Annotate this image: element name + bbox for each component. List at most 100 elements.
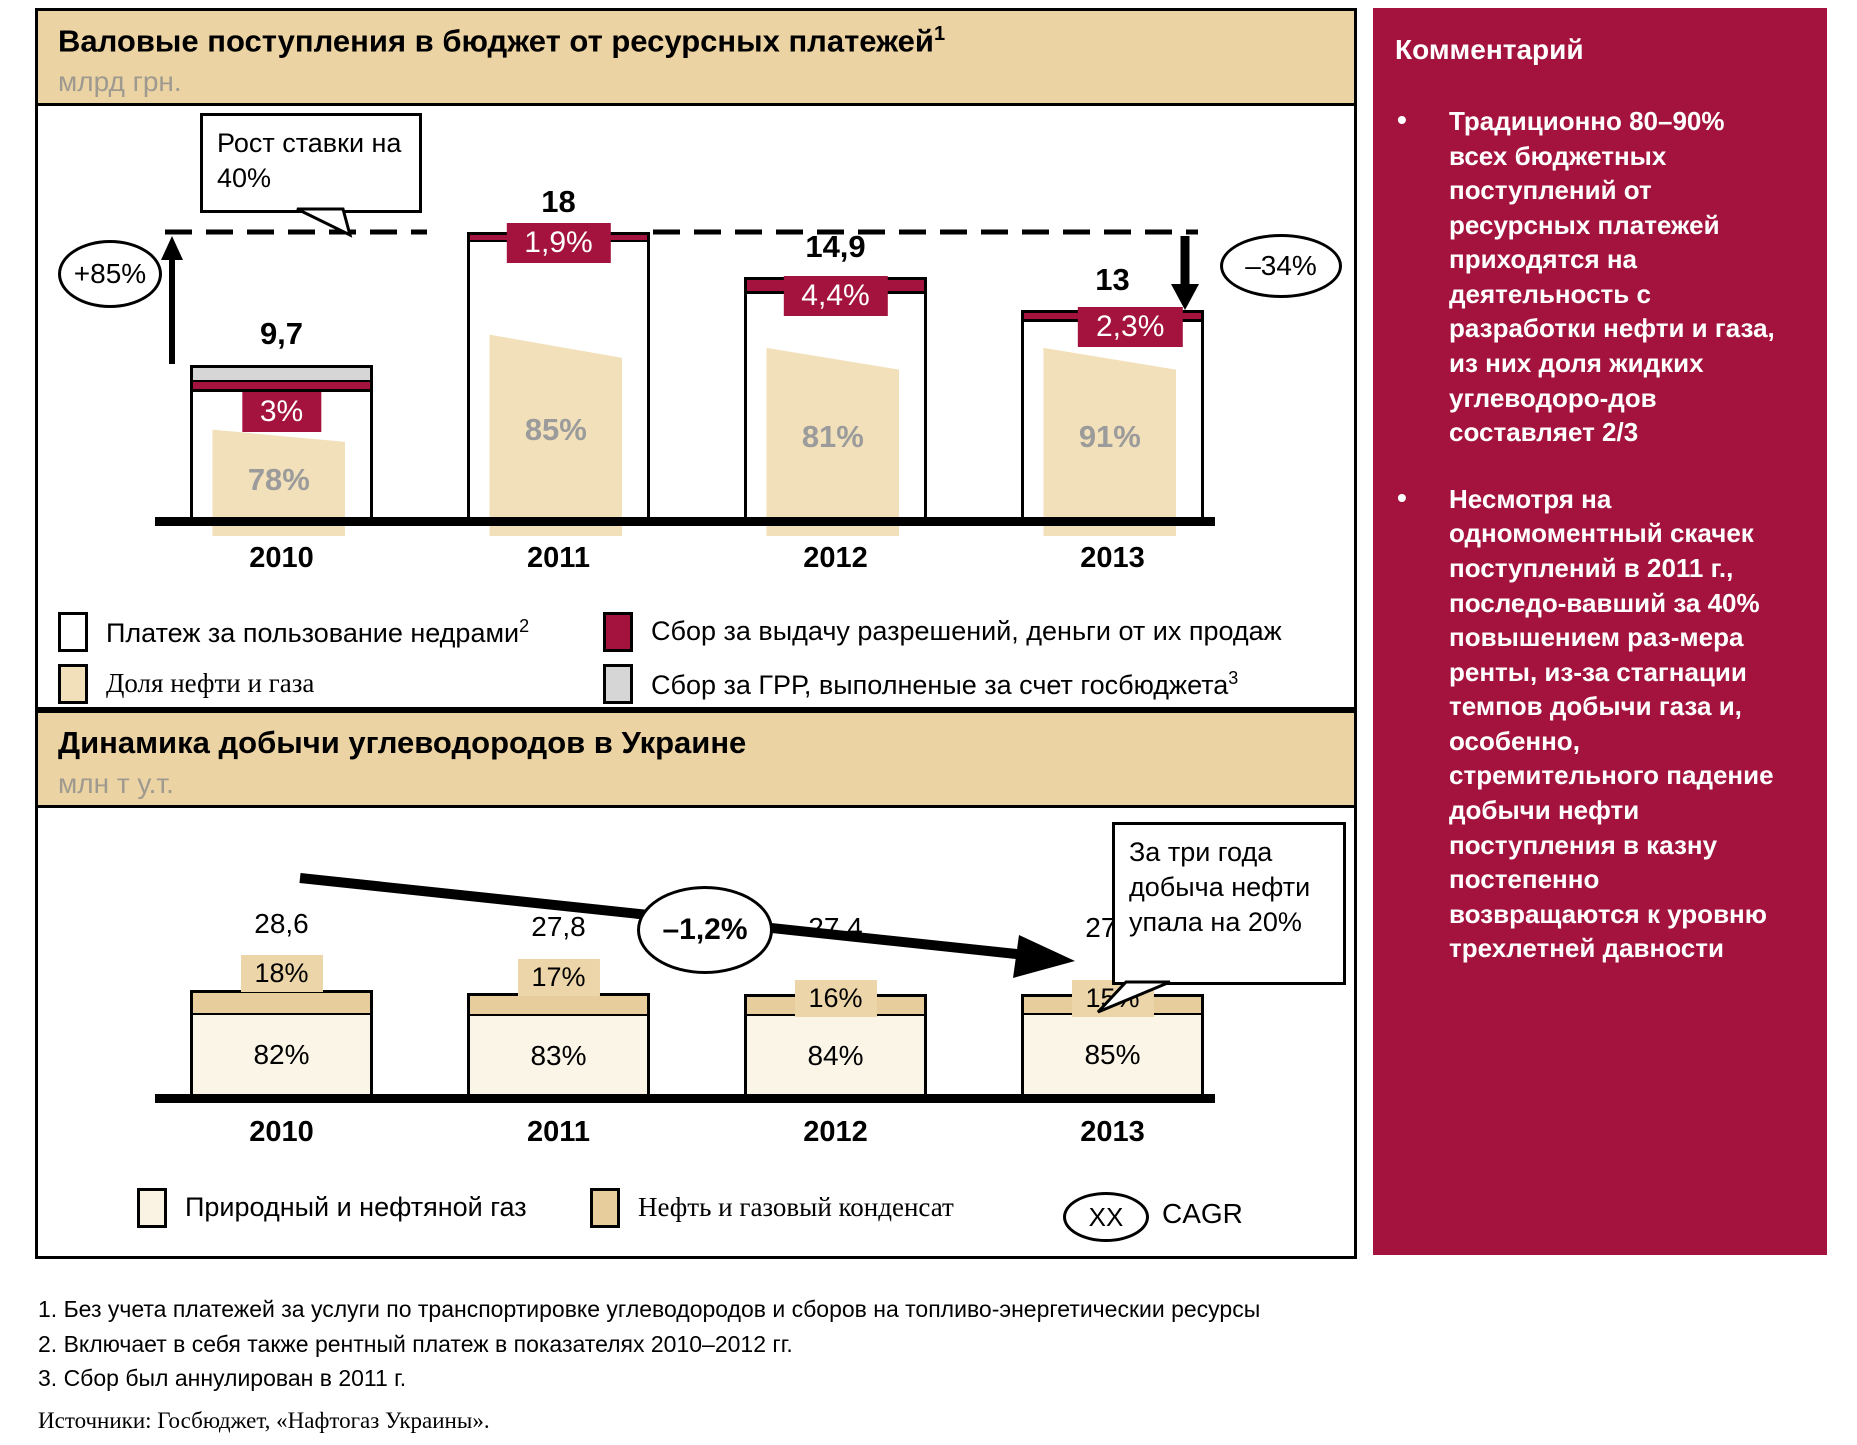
- chart1-title: Валовые поступления в бюджет от ресурсны…: [58, 23, 945, 59]
- chart2-oil-segment: [193, 993, 370, 1015]
- chart1-grr-segment: [193, 368, 370, 382]
- chart2-gas-segment: 82%: [193, 1015, 370, 1095]
- footnotes: 1. Без учета платежей за услуги по транс…: [38, 1292, 1260, 1396]
- chart2-gas-segment: 83%: [470, 1016, 647, 1095]
- legend-item-permits-fee: Сбор за выдачу разрешений, деньги от их …: [603, 612, 1282, 652]
- legend-item-natural-gas: Природный и нефтяной газ: [137, 1188, 527, 1228]
- legend-label-text: Нефть и газовый конденсат: [638, 1192, 954, 1222]
- chart1-oilgas-share: 81%: [766, 347, 900, 536]
- chart1-year-label: 2012: [803, 542, 868, 574]
- chart1-permits-label: 1,9%: [506, 223, 611, 263]
- comment-bullet: • Несмотря на одномоментный скачек посту…: [1395, 482, 1801, 966]
- comment-sidebar: Комментарий • Традиционно 80–90% всех бю…: [1373, 8, 1827, 1255]
- chart1-bar-2010: 78% 3%: [190, 365, 373, 536]
- comment-bullet-text: Традиционно 80–90% всех бюджетных поступ…: [1449, 106, 1775, 448]
- chart2-bar-total: 27,4: [808, 912, 863, 943]
- chart2-gas-label: 85%: [1084, 1039, 1141, 1070]
- chart1-oilgas-share-label: 91%: [1078, 419, 1141, 454]
- legend-label-text: Доля нефти и газа: [106, 668, 315, 698]
- chart1-x-axis: [155, 517, 1215, 526]
- chart2-header: Динамика добычи углеводородов в Украине …: [38, 713, 1354, 808]
- chart2-year-label: 2013: [1080, 1116, 1145, 1148]
- legend-label: Сбор за ГРР, выполненые за счет госбюдже…: [651, 664, 1238, 701]
- chart1-oilgas-share: 85%: [489, 334, 623, 536]
- legend-footnote-marker: 2: [519, 616, 530, 636]
- chart2-gas-label: 83%: [530, 1039, 587, 1071]
- chart1-decline-oval: –34%: [1220, 234, 1342, 298]
- chart1-title-text: Валовые поступления в бюджет от ресурсны…: [58, 23, 934, 59]
- comment-title: Комментарий: [1395, 34, 1584, 65]
- chart1-permits-segment: [193, 382, 370, 392]
- chart2-title: Динамика добычи углеводородов в Украине: [58, 725, 747, 760]
- chart1-bar-total: 13: [1095, 262, 1130, 297]
- sources-text: Госбюджет, «Нафтогаз Украины».: [151, 1408, 490, 1433]
- chart2-callout: За три года добыча нефти упала на 20%: [1112, 822, 1346, 985]
- chart2-year-label: 2011: [527, 1116, 590, 1148]
- chart1-year-label: 2011: [527, 542, 590, 574]
- legend-label: Природный и нефтяной газ: [185, 1188, 527, 1223]
- legend-label: Платеж за пользование недрами2: [106, 612, 529, 649]
- chart2-cagr-oval: –1,2%: [637, 886, 773, 974]
- legend-item-grr-fee: Сбор за ГРР, выполненые за счет госбюдже…: [603, 664, 1238, 704]
- chart2-bar-2011: 83% 17%: [467, 959, 650, 1098]
- cagr-legend-oval: XX: [1063, 1192, 1149, 1242]
- chart1-year-label: 2013: [1080, 542, 1145, 574]
- chart2-bar-2010: 82% 18%: [190, 955, 373, 1098]
- legend-item-oil-condensate: Нефть и газовый конденсат: [590, 1188, 954, 1228]
- chart1-permits-label: 3%: [241, 392, 322, 432]
- legend-label-text: Сбор за ГРР, выполненые за счет госбюдже…: [651, 670, 1229, 700]
- chart1-permits-label: 4,4%: [783, 276, 888, 316]
- chart1-oilgas-share-label: 78%: [247, 462, 310, 497]
- beige-swatch: [58, 664, 88, 704]
- chart1-bar-total: 9,7: [259, 316, 304, 351]
- chart1-oilgas-share-label: 85%: [524, 412, 587, 447]
- chart1-bar-2012: 81% 4,4%: [744, 276, 927, 536]
- legend-label: Нефть и газовый конденсат: [638, 1188, 954, 1223]
- chart1-bar-2013: 91% 2,3%: [1021, 307, 1204, 536]
- chart2-year-label: 2012: [803, 1116, 868, 1148]
- sources-line: Источники: Госбюджет, «Нафтогаз Украины»…: [38, 1408, 490, 1434]
- legend-item-oilgas-share: Доля нефти и газа: [58, 664, 314, 704]
- chart2-oil-label: 15%: [1071, 980, 1154, 1017]
- legend-footnote-marker: 3: [1228, 668, 1239, 688]
- chart2-oil-label: 16%: [794, 980, 877, 1017]
- chart2-year-label: 2010: [249, 1116, 314, 1148]
- chart2-gas-segment: 84%: [747, 1016, 924, 1095]
- legend-label-text: Платеж за пользование недрами: [106, 618, 520, 648]
- chart1-growth-oval: +85%: [58, 240, 162, 308]
- footnote-2: 2. Включает в себя также рентный платеж …: [38, 1330, 793, 1357]
- chart2-oil-label: 17%: [517, 959, 600, 996]
- chart1-oilgas-share: 91%: [1043, 347, 1177, 536]
- chart2-bar-2013: 85% 15%: [1021, 980, 1204, 1098]
- chart2-bar-total: 28,6: [254, 908, 309, 939]
- chart2-unit: млн т у.т.: [58, 768, 174, 799]
- chart2-bar-2012: 84% 16%: [744, 980, 927, 1098]
- gray-swatch: [603, 664, 633, 704]
- comment-bullet-text: Несмотря на одномоментный скачек поступл…: [1449, 483, 1774, 964]
- legend-item-subsoil-payment: Платеж за пользование недрами2: [58, 612, 529, 652]
- footnote-1: 1. Без учета платежей за услуги по транс…: [38, 1296, 1261, 1322]
- chart1-unit: млрд грн.: [58, 66, 182, 97]
- chart1-title-footnote-marker: 1: [933, 23, 946, 45]
- tan-swatch: [590, 1188, 620, 1228]
- chart1-permits-label: 2,3%: [1077, 307, 1183, 347]
- chart1-header: Валовые поступления в бюджет от ресурсны…: [38, 11, 1354, 106]
- chart1-year-label: 2010: [249, 542, 314, 574]
- chart2-gas-segment: 85%: [1024, 1015, 1201, 1095]
- chart2-oil-label: 18%: [240, 955, 323, 992]
- legend-label-text: Природный и нефтяной газ: [185, 1192, 527, 1222]
- cagr-legend-label: CAGR: [1162, 1198, 1243, 1229]
- legend-label-text: Сбор за выдачу разрешений, деньги от их …: [651, 616, 1282, 646]
- chart2-x-axis: [155, 1094, 1215, 1103]
- chart1-bar-2011: 85% 1,9%: [467, 223, 650, 536]
- legend-label: Сбор за выдачу разрешений, деньги от их …: [651, 612, 1282, 647]
- chart1-bar-total: 14,9: [805, 229, 866, 264]
- chart1-callout: Рост ставки на 40%: [200, 113, 422, 213]
- cream-swatch: [137, 1188, 167, 1228]
- chart2-oil-segment: [470, 996, 647, 1016]
- comment-bullet: • Традиционно 80–90% всех бюджетных пост…: [1395, 104, 1801, 450]
- chart2-gas-label: 82%: [253, 1039, 310, 1070]
- chart2-gas-label: 84%: [807, 1039, 864, 1071]
- footnote-3: 3. Сбор был аннулирован в 2011 г.: [38, 1365, 407, 1391]
